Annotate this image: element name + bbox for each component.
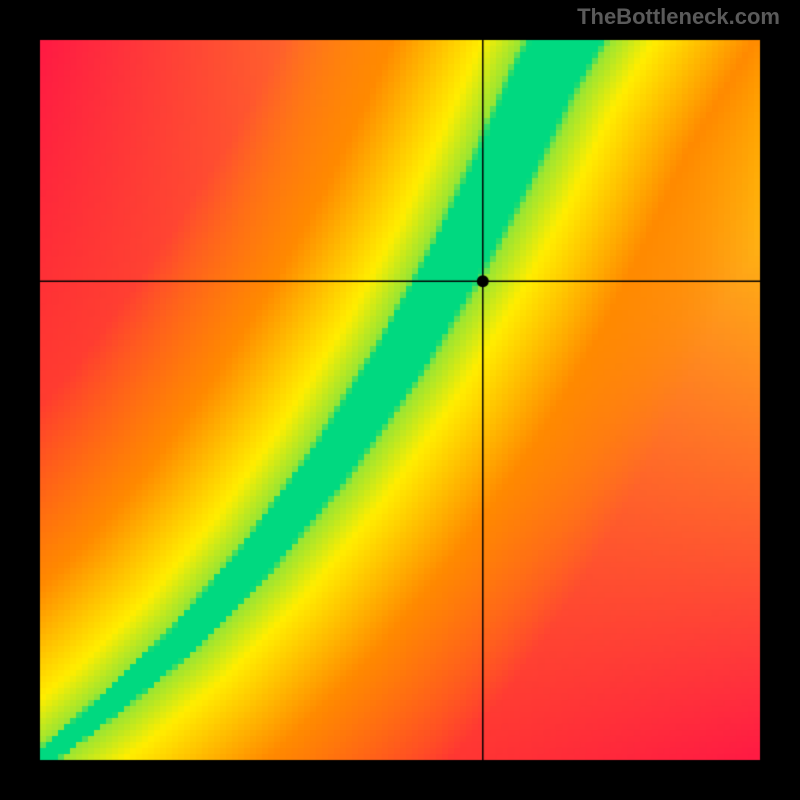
bottleneck-heatmap (0, 0, 800, 800)
watermark-text: TheBottleneck.com (577, 4, 780, 30)
